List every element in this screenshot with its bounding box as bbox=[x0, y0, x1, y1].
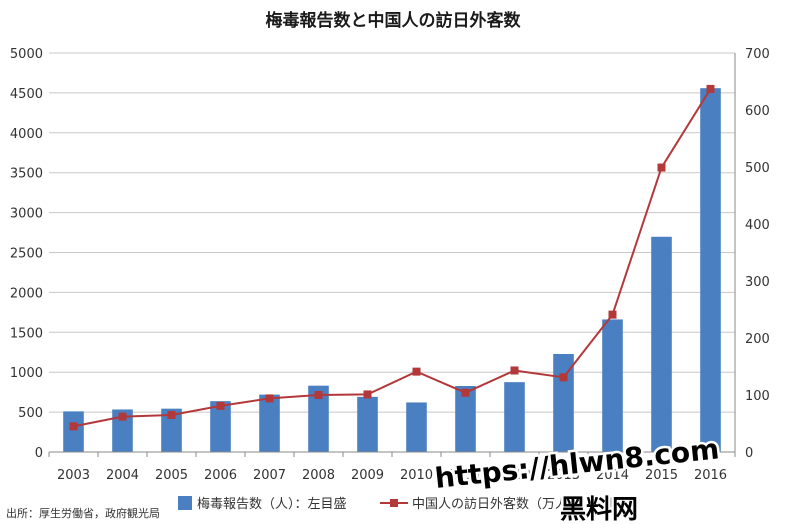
x-tick-label: 2004 bbox=[106, 468, 139, 483]
left-tick-label: 2500 bbox=[10, 247, 43, 262]
line-point bbox=[265, 394, 274, 403]
left-tick-label: 4000 bbox=[10, 127, 43, 142]
x-tick-label: 2007 bbox=[253, 468, 286, 483]
line-point bbox=[363, 390, 372, 399]
bar bbox=[553, 354, 574, 452]
right-tick-label: 300 bbox=[745, 275, 770, 290]
line-point bbox=[118, 412, 127, 421]
bar-series bbox=[63, 88, 721, 452]
bar bbox=[308, 385, 329, 452]
legend-label-bar: 梅毒報告数（人）：左目盛 bbox=[197, 497, 347, 512]
left-tick-label: 2000 bbox=[10, 286, 43, 301]
left-tick-label: 5000 bbox=[10, 47, 43, 62]
x-tick-label: 2012 bbox=[498, 468, 531, 483]
bar bbox=[210, 401, 231, 452]
right-tick-label: 100 bbox=[745, 389, 770, 404]
right-axis-ticks: 0 100 200 300 400 500 600 700 bbox=[745, 47, 770, 461]
series-line bbox=[73, 88, 712, 428]
left-tick-label: 0 bbox=[35, 446, 43, 461]
x-tick-label: 2005 bbox=[155, 468, 188, 483]
axes bbox=[48, 53, 736, 457]
bar bbox=[700, 88, 721, 452]
bar bbox=[112, 409, 133, 452]
x-tick-label: 2003 bbox=[57, 468, 90, 483]
chart-title: 梅毒報告数と中国人の訪日外客数 bbox=[266, 10, 522, 31]
bar bbox=[259, 394, 280, 452]
right-tick-label: 600 bbox=[745, 104, 770, 119]
x-tick-label: 2014 bbox=[596, 468, 629, 483]
left-tick-label: 4500 bbox=[10, 87, 43, 102]
bar bbox=[602, 319, 623, 452]
line-point bbox=[314, 391, 323, 399]
x-tick-label: 2016 bbox=[694, 468, 727, 483]
watermark-name: 黑料网 bbox=[560, 495, 638, 524]
watermark-url: https://hlwn8.com bbox=[433, 432, 720, 495]
bar bbox=[63, 411, 84, 452]
right-tick-label: 200 bbox=[745, 332, 770, 347]
legend-swatch-bar bbox=[178, 496, 192, 510]
right-tick-label: 700 bbox=[745, 47, 770, 62]
x-tick-label: 2015 bbox=[645, 468, 678, 483]
line-series bbox=[69, 84, 715, 431]
legend-label-line: 中国人の訪日外客数（万人）：右目盛 bbox=[412, 496, 627, 512]
line-point bbox=[412, 367, 421, 376]
bar bbox=[357, 396, 378, 452]
x-tick-label: 2008 bbox=[302, 468, 335, 483]
bar bbox=[455, 386, 476, 452]
legend: 梅毒報告数（人）：左目盛 中国人の訪日外客数（万人）：右目盛 bbox=[178, 496, 627, 512]
line-point bbox=[706, 84, 715, 93]
line-point bbox=[69, 422, 78, 431]
legend-swatch-marker bbox=[390, 499, 398, 507]
line-point bbox=[167, 410, 176, 419]
bar bbox=[504, 382, 525, 452]
right-tick-label: 400 bbox=[745, 218, 770, 233]
right-tick-label: 500 bbox=[745, 161, 770, 176]
right-tick-label: 0 bbox=[745, 446, 753, 461]
bar bbox=[651, 236, 672, 452]
left-axis-ticks: 0 500 1000 1500 2000 2500 3000 3500 4000 4500 5000 bbox=[10, 47, 43, 461]
left-tick-label: 3000 bbox=[10, 207, 43, 222]
left-tick-label: 1500 bbox=[10, 326, 43, 341]
gridlines bbox=[49, 52, 735, 453]
x-axis-ticks: 2003 2004 2005 2006 2007 2008 2009 2010 2011 2012… bbox=[57, 468, 727, 483]
x-tick-label: 2006 bbox=[204, 468, 237, 483]
line-point bbox=[216, 401, 225, 410]
line-point bbox=[657, 163, 666, 172]
source-note: 出所：厚生労働省，政府観光局 bbox=[6, 506, 160, 520]
left-tick-label: 3500 bbox=[10, 167, 43, 182]
bar bbox=[161, 408, 182, 452]
x-tick-label: 2013 bbox=[547, 468, 580, 483]
line-point bbox=[608, 310, 617, 319]
x-tick-label: 2009 bbox=[351, 468, 384, 483]
left-tick-label: 500 bbox=[18, 406, 43, 421]
line-point bbox=[461, 388, 470, 397]
bar bbox=[406, 402, 427, 452]
line-point bbox=[559, 373, 568, 382]
x-tick-label: 2011 bbox=[449, 468, 482, 483]
line-point bbox=[510, 366, 519, 375]
left-tick-label: 1000 bbox=[10, 366, 43, 381]
x-tick-label: 2010 bbox=[400, 468, 433, 483]
